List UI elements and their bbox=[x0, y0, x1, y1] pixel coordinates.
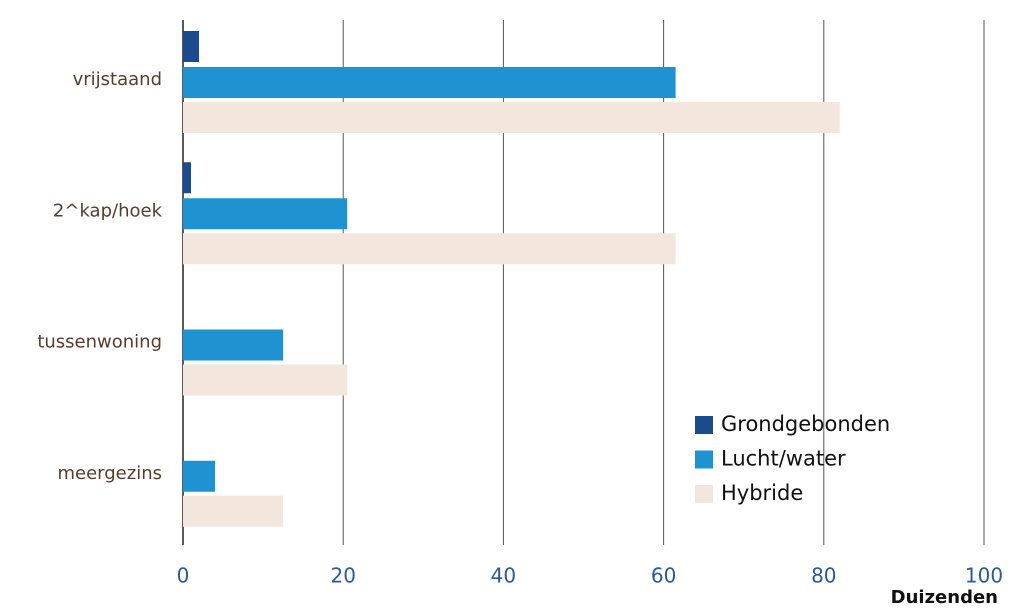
x-tick-label: 40 bbox=[491, 564, 516, 588]
y-tick-label: vrijstaand bbox=[73, 69, 162, 90]
y-tick-label: 2^kap/hoek bbox=[53, 200, 163, 221]
bar bbox=[183, 198, 348, 230]
bar bbox=[183, 495, 284, 527]
x-tick-label: 0 bbox=[177, 564, 190, 588]
legend-label: Hybride bbox=[721, 481, 803, 505]
legend-label: Grondgebonden bbox=[721, 412, 890, 436]
x-tick-label: 20 bbox=[330, 564, 355, 588]
legend-swatch bbox=[695, 416, 713, 434]
bar bbox=[183, 364, 348, 396]
y-tick-label: tussenwoning bbox=[37, 332, 162, 353]
bar bbox=[183, 233, 676, 265]
x-tick-label: 100 bbox=[965, 564, 1003, 588]
bar bbox=[183, 67, 676, 98]
bar bbox=[183, 102, 840, 133]
bar bbox=[183, 460, 216, 492]
bar bbox=[183, 162, 192, 194]
x-tick-label: 60 bbox=[651, 564, 676, 588]
y-tick-label: meergezins bbox=[57, 463, 162, 484]
legend-label: Lucht/water bbox=[721, 447, 846, 471]
legend-swatch bbox=[695, 485, 713, 503]
legend-swatch bbox=[695, 450, 713, 469]
x-tick-label: 80 bbox=[811, 564, 836, 588]
bar bbox=[183, 329, 284, 361]
bar bbox=[183, 31, 200, 62]
x-axis-label: Duizenden bbox=[891, 587, 998, 608]
